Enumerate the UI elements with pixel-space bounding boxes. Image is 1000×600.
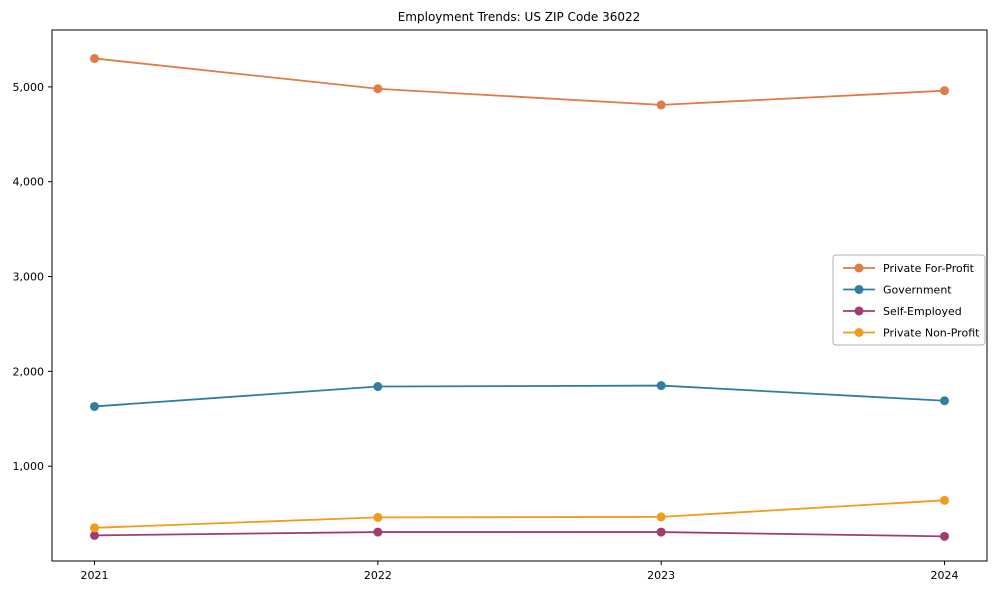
y-tick-label: 3,000 — [13, 271, 45, 284]
y-tick-label: 4,000 — [13, 176, 45, 189]
series-line — [94, 499, 945, 529]
x-tick-label: 2021 — [81, 569, 109, 582]
x-tick-label: 2023 — [647, 569, 675, 582]
data-point — [90, 401, 99, 411]
data-point — [940, 531, 949, 541]
data-point — [373, 84, 383, 94]
data-point — [940, 396, 949, 406]
legend-item: Government — [843, 284, 952, 297]
data-point — [90, 523, 99, 533]
data-point — [373, 527, 383, 537]
legend-label: Self-Employed — [883, 305, 962, 318]
legend-marker-swatch — [854, 285, 864, 294]
data-point — [656, 100, 666, 110]
data-point — [940, 86, 949, 96]
data-point — [656, 527, 666, 537]
data-point — [940, 495, 949, 505]
y-tick-label: 1,000 — [13, 460, 45, 473]
legend-item: Self-Employed — [843, 305, 962, 318]
legend-box — [832, 254, 986, 346]
legend-marker-swatch — [854, 306, 864, 316]
series-line — [94, 384, 945, 408]
legend-marker-swatch — [854, 328, 864, 337]
series-line — [94, 531, 945, 538]
x-tick-label: 2022 — [364, 569, 392, 582]
data-point — [90, 530, 99, 540]
legend-item: Private Non-Profit — [843, 327, 980, 340]
data-point — [656, 381, 666, 391]
data-point — [373, 512, 383, 522]
plot-area: 1,000 2,000 3,000 4,000 5,000 2021 2022 2023 202… — [13, 29, 988, 582]
legend: Private For-Profit Government Self-Employe… — [832, 254, 986, 346]
data-point — [90, 53, 99, 63]
y-tick-label: 2,000 — [13, 365, 45, 378]
legend-label: Private For-Profit — [883, 262, 975, 275]
x-tick-label: 2024 — [931, 569, 959, 582]
legend-marker-swatch — [854, 263, 864, 273]
axes-frame — [51, 29, 988, 562]
data-point — [373, 382, 383, 392]
legend-item: Private For-Profit — [843, 262, 975, 275]
chart-title: Employment Trends: US ZIP Code 36022 — [398, 10, 641, 24]
y-tick-label: 5,000 — [13, 81, 45, 94]
series-line — [94, 57, 945, 106]
legend-label: Government — [883, 284, 952, 297]
data-point — [656, 512, 666, 522]
legend-label: Private Non-Profit — [883, 327, 980, 340]
